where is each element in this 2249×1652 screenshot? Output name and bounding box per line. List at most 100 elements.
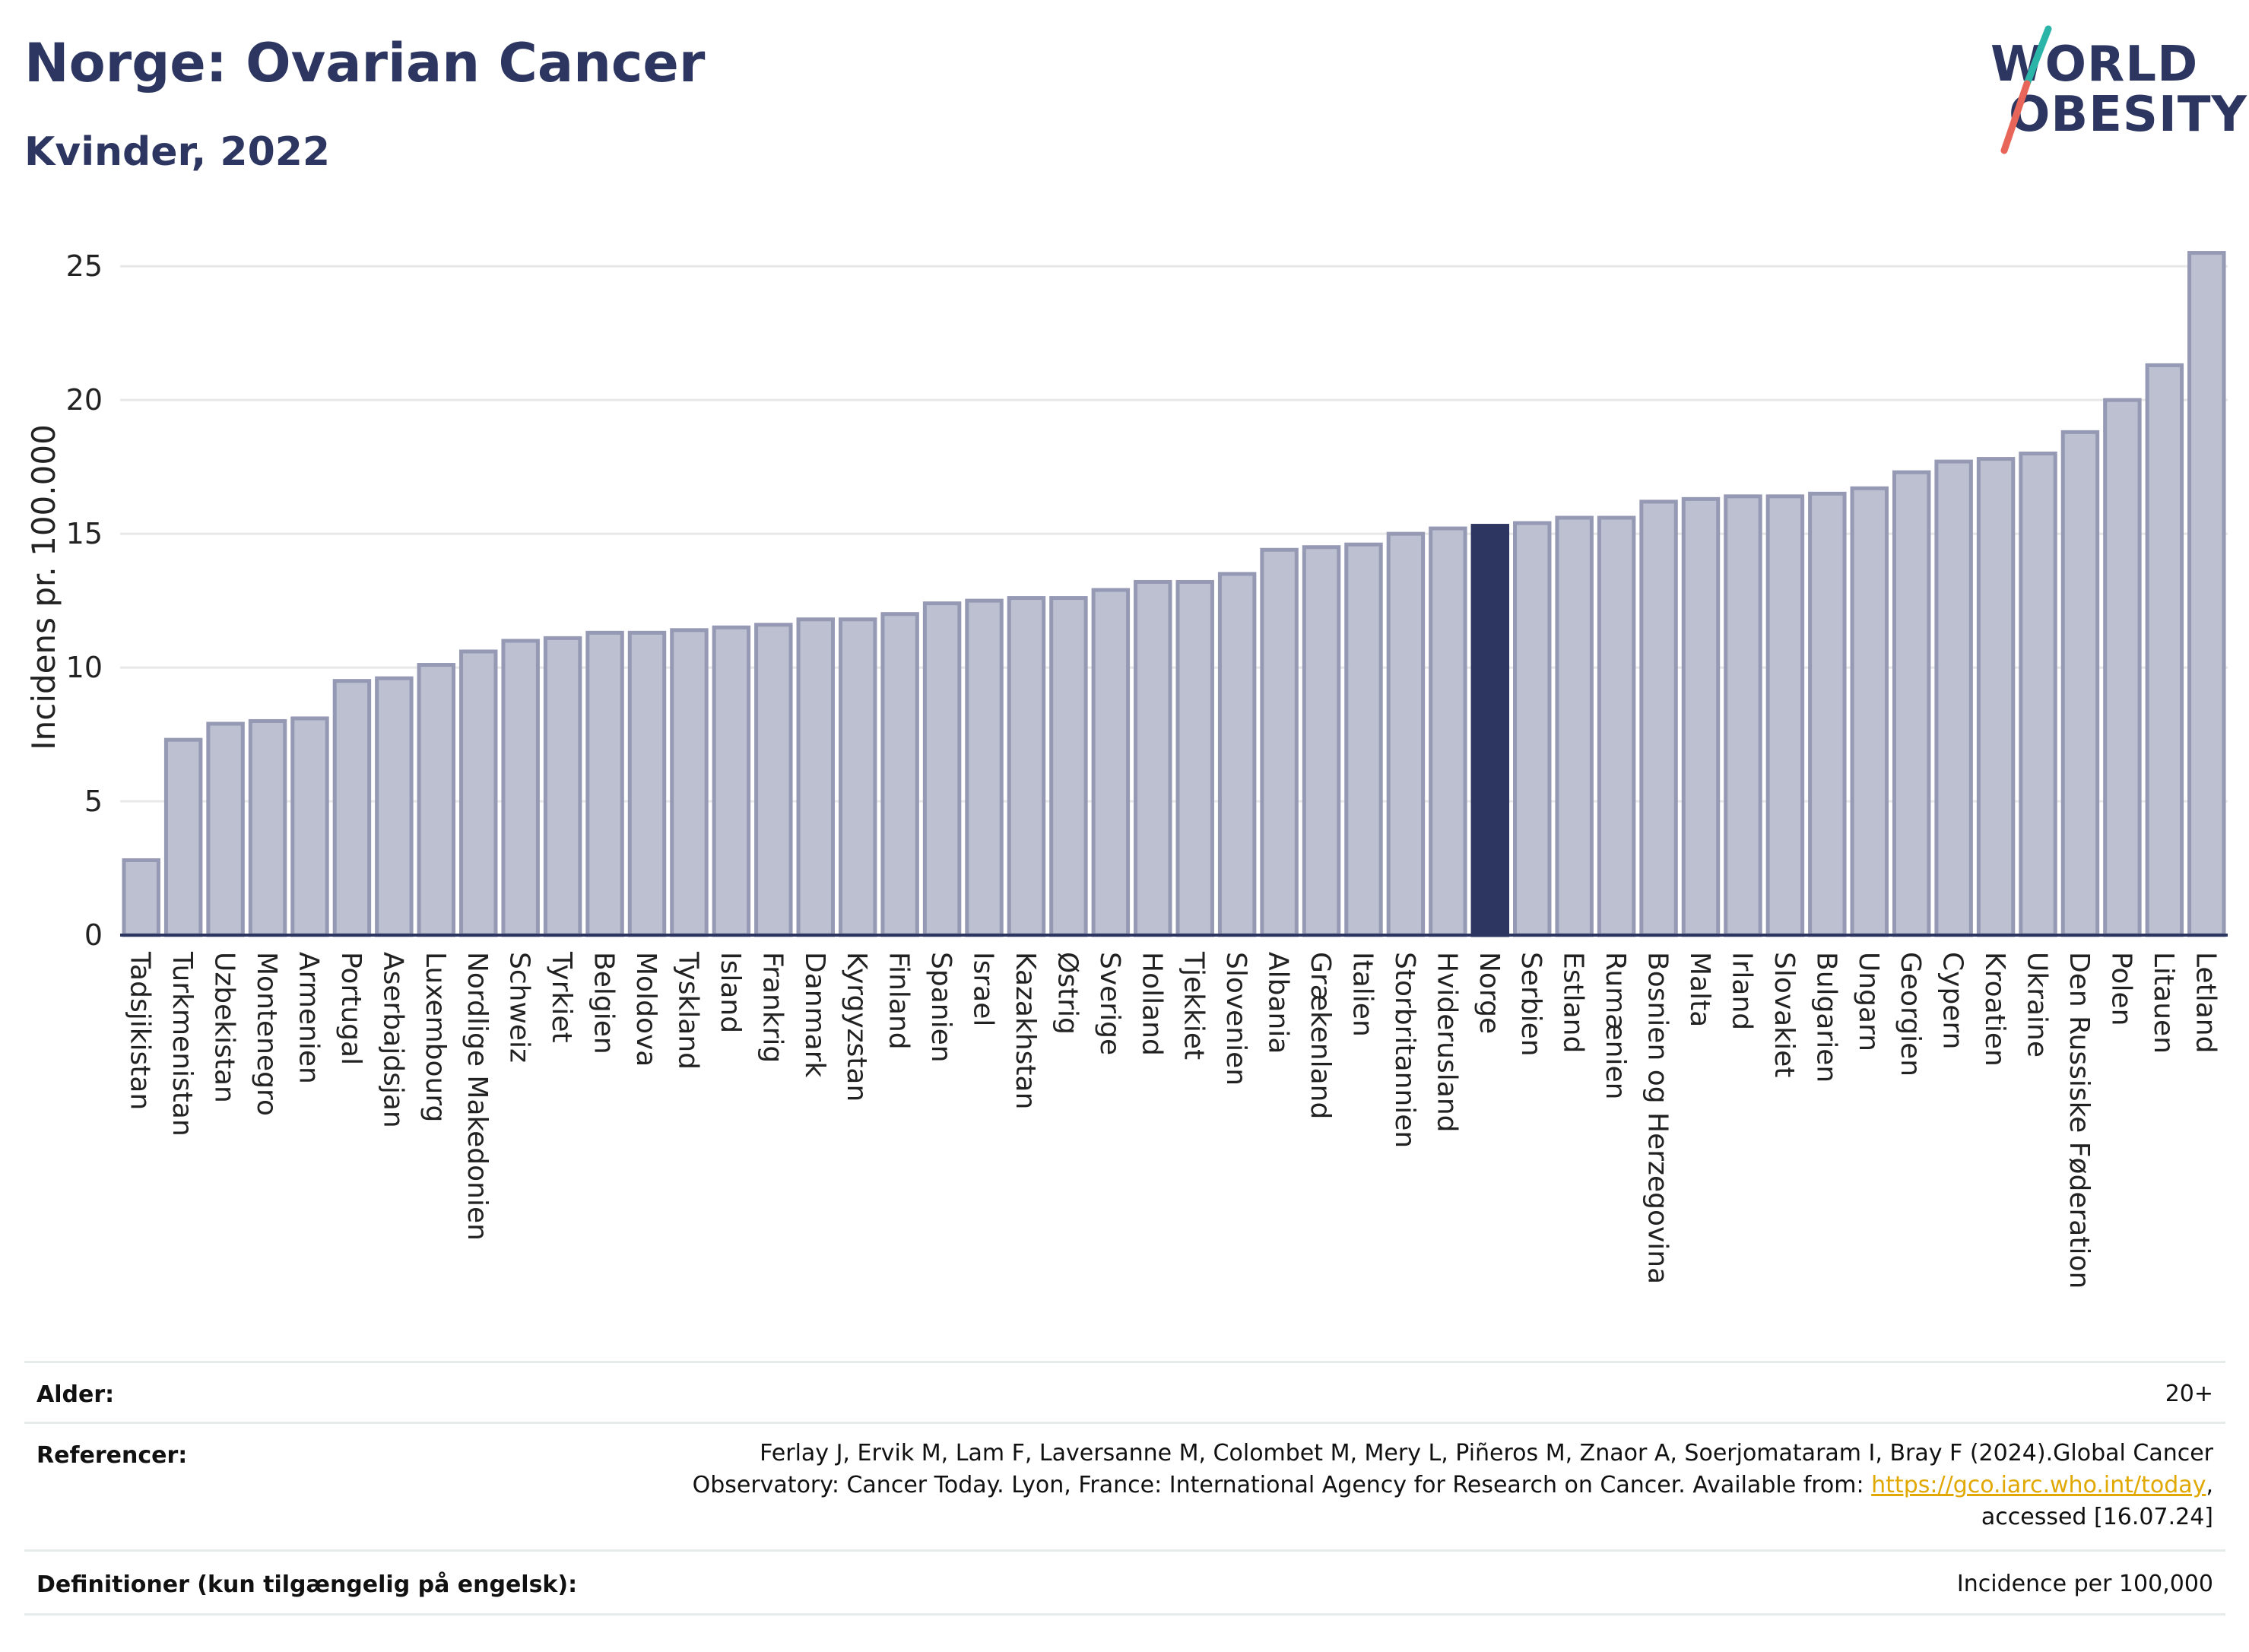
x-tick-label: Letland [2190,952,2221,1053]
bar-finland [880,612,919,937]
x-tick-label: Frankrig [757,952,788,1063]
x-tick-label: Luxembourg [420,952,451,1122]
y-axis-title: Incidens pr. 100.000 [25,424,62,750]
bar-tjekkiet [1175,579,1214,937]
bar-litauen [2145,363,2184,937]
x-tick-label: Storbritannien [1389,952,1420,1148]
y-tick-label: 0 [84,918,103,952]
references-label: Referencer: [36,1442,188,1469]
info-row-definitions: Definitioner (kun tilgængelig på engelsk… [24,1549,2225,1616]
chart-subtitle: Kvinder, 2022 [24,129,331,175]
x-tick-label: Estland [1558,952,1589,1053]
references-link[interactable]: https://gco.iarc.who.int/today [1871,1472,2206,1498]
bar-armenien [290,716,329,937]
bar-georgien [1892,470,1931,937]
bar-letland [2187,251,2226,937]
x-tick-label: Spanien [925,952,956,1063]
info-row-age: Alder: 20+ [24,1361,2225,1424]
bar-luxembourg [417,663,456,937]
bar-italien [1344,542,1383,937]
x-tick-label: Kyrgyzstan [841,952,872,1102]
bar-belgien [585,630,624,937]
bar-albania [1260,547,1299,937]
bar-kazakhstan [1007,596,1046,937]
x-tick-label: Tadsjikistan [125,951,156,1110]
bar-montenegro [248,718,287,937]
bar-uzbekistan [206,721,245,937]
x-tick-label: Tyrkiet [546,951,577,1043]
bar-tadsjikistan [122,858,160,937]
x-tick-label: Bosnien og Herzegovina [1642,952,1673,1284]
x-tick-label: Portugal [335,952,366,1065]
x-tick-label: Bulgarien [1810,952,1841,1083]
bar-grækenland [1302,545,1341,937]
x-tick-label: Georgien [1895,952,1926,1076]
references-line-2-text: Observatory: Cancer Today. Lyon, France:… [692,1472,1872,1498]
x-tick-label: Schweiz [504,952,535,1063]
x-tick-label: Slovenien [1220,952,1251,1086]
x-tick-label: Island [715,952,746,1033]
bar-danmark [796,617,835,937]
x-tick-label: Belgien [588,952,620,1054]
x-tick-label: Italien [1347,952,1378,1037]
info-table-bottom-border [24,1613,2225,1616]
x-tick-label: Litauen [2148,952,2179,1054]
x-tick-label: Serbien [1515,952,1546,1057]
bar-israel [965,598,1004,937]
world-obesity-logo: WORLD OBESITY [1977,23,2247,160]
bar-irland [1724,494,1762,937]
y-tick-label: 20 [66,383,103,417]
definitions-label: Definitioner (kun tilgængelig på engelsk… [36,1571,578,1598]
bar-ungarn [1850,486,1889,937]
x-tick-label: Norge [1473,952,1505,1034]
bar-nordlige-makedonien [459,649,498,937]
bar-norge [1470,524,1510,937]
x-tick-label: Montenegro [251,952,282,1116]
x-tick-label: Malta [1684,952,1715,1027]
age-label: Alder: [36,1381,115,1408]
x-tick-label: Sverige [1094,952,1125,1055]
x-tick-label: Kazakhstan [1010,952,1041,1109]
bar-ukraine [2019,452,2057,937]
bar-tyrkiet [543,636,582,937]
x-axis-labels: Tadsjikistan Turkmenistan Uzbekistan Monten… [125,951,2222,1289]
bar-spanien [922,601,962,937]
x-tick-label: Østrig [1052,952,1083,1035]
y-tick-label: 5 [84,785,103,818]
x-tick-label: Albania [1263,952,1294,1054]
references-line-3: accessed [16.07.24] [1981,1504,2213,1530]
bar-slovenien [1217,572,1257,937]
age-value: 20+ [2165,1381,2213,1407]
info-table: Alder: 20+ Referencer: Ferlay J, Ervik M… [24,1361,2225,1619]
x-tick-label: Slovakiet [1768,952,1800,1077]
x-tick-label: Grækenland [1305,952,1336,1119]
bar-frankrig [754,623,793,937]
x-tick-label: Moldova [630,952,661,1067]
x-tick-label: Kroatien [1979,952,2010,1067]
bar-malta [1681,496,1721,937]
x-tick-label: Polen [2105,952,2136,1026]
bar-tyskland [670,628,709,937]
x-tick-label: Hviderusland [1431,952,1462,1132]
bar-kyrgyzstan [838,617,877,937]
x-tick-label: Aserbajdsjan [377,952,408,1128]
x-tick-label: Israel [968,952,999,1026]
references-line-2: Observatory: Cancer Today. Lyon, France:… [465,1470,2213,1501]
definitions-value: Incidence per 100,000 [1956,1571,2213,1597]
bar-kroatien [1976,457,2016,937]
bar-chart: 0 5 10 15 20 25 Tadsjikistan Turkmenistan Uzbek… [25,249,2228,1289]
x-tick-label: Holland [1136,952,1167,1056]
x-tick-label: Armenien [293,952,324,1084]
y-axis-ticks: 0 5 10 15 20 25 [66,249,103,952]
bar-storbritannien [1386,531,1426,937]
bar-østrig [1049,596,1088,937]
logo-slash-icon [2000,25,2052,154]
logo-line-2: OBESITY [2009,87,2247,143]
bar-rumænien [1597,515,1636,937]
bar-den-russiske-føderation [2060,430,2100,937]
bar-cypern [1934,459,1973,937]
bar-bosnien-og-herzegovina [1639,499,1678,937]
chart-title: Norge: Ovarian Cancer [24,32,706,94]
x-tick-label: Nordlige Makedonien [462,952,493,1241]
x-tick-label: Tjekkiet [1178,951,1210,1060]
